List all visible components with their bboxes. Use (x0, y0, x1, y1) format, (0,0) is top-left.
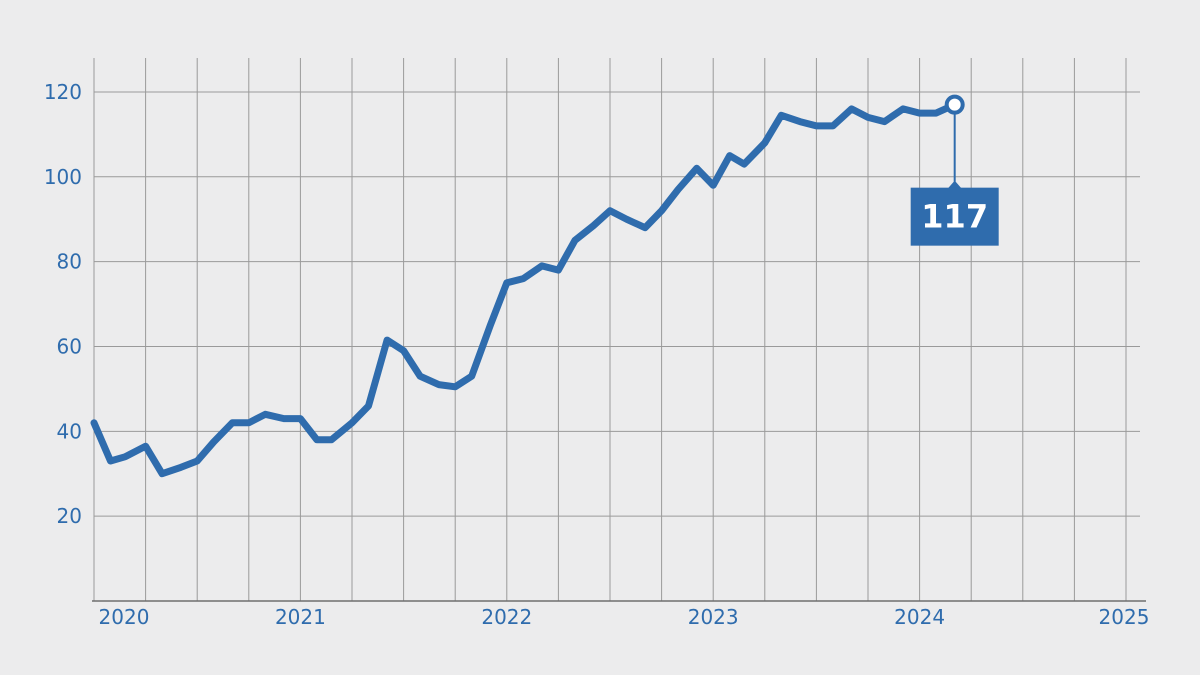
grid (93, 58, 1140, 601)
y-tick-label: 20 (57, 504, 82, 528)
x-tick-label: 2020 (99, 605, 150, 629)
y-axis-tick-labels: 20 40 60 80 100 120 (44, 80, 82, 528)
y-tick-label: 100 (44, 165, 82, 189)
y-tick-label: 60 (57, 334, 82, 358)
y-tick-label: 40 (57, 419, 82, 443)
x-tick-label: 2022 (481, 605, 532, 629)
y-tick-label: 120 (44, 80, 82, 104)
callout-label: 117 (921, 198, 988, 236)
end-point-marker (944, 94, 965, 115)
x-tick-label: 2023 (688, 605, 739, 629)
x-tick-label: 2025 (1099, 605, 1150, 629)
series-line (90, 101, 959, 478)
callout-pointer (947, 180, 962, 189)
callout-box (910, 187, 999, 246)
x-tick-label: 2024 (894, 605, 945, 629)
x-axis-tick-labels: 2020 2021 2022 2023 2024 2025 (99, 605, 1150, 629)
x-tick-label: 2021 (275, 605, 326, 629)
callout: 117 (910, 94, 999, 246)
y-tick-label: 80 (57, 250, 82, 274)
series-group (90, 101, 959, 478)
